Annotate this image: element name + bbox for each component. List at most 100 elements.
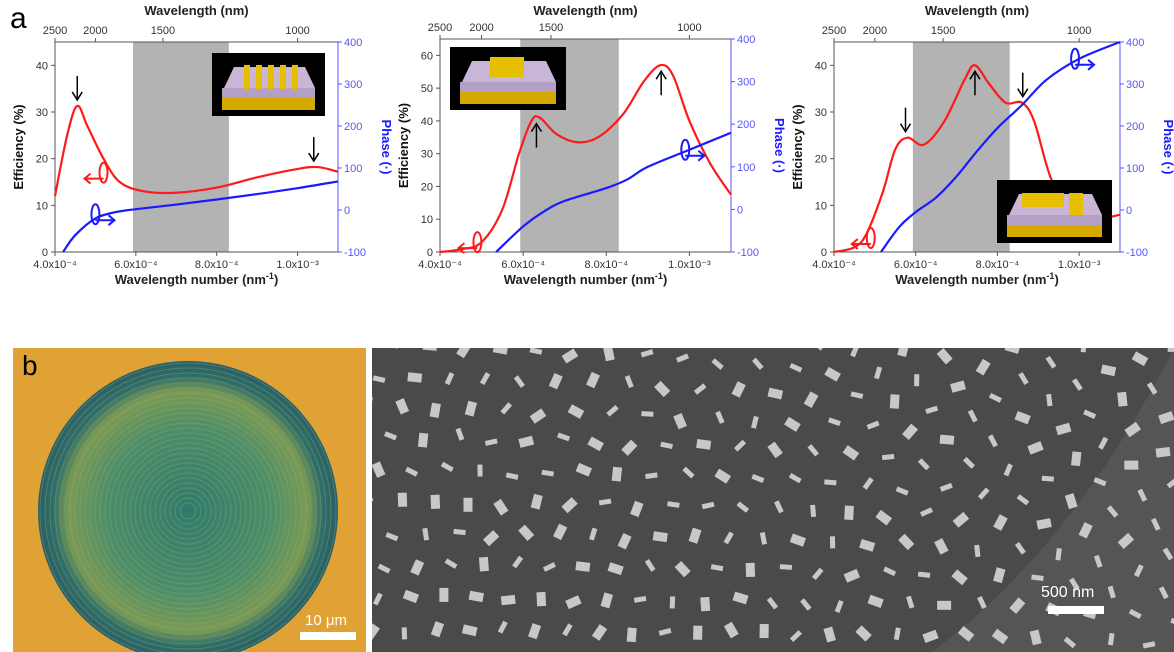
nanostructure <box>751 474 765 483</box>
x-tick-label: 1.0x10⁻³ <box>1058 259 1101 271</box>
nanostructure <box>1158 586 1169 600</box>
y-tick-label: 30 <box>815 107 827 119</box>
nanostructure <box>789 630 802 643</box>
nanostructure <box>723 621 739 639</box>
nanostructure <box>700 596 711 612</box>
zone-ring <box>154 477 222 545</box>
x-tick-label: 1.0x10⁻³ <box>276 259 319 271</box>
nanostructure <box>710 564 724 572</box>
arrowhead-icon <box>456 242 466 254</box>
top-axis-title: Wavelength (nm) <box>144 3 248 18</box>
zone-ring <box>179 502 197 520</box>
nanostructure <box>922 629 939 643</box>
nanostructure <box>862 477 874 490</box>
nanostructure <box>500 594 516 606</box>
x-tick-label: 4.0x10⁻⁴ <box>33 259 77 271</box>
nanostructure <box>1124 460 1139 470</box>
nanostructure <box>1166 477 1174 489</box>
y-tick-label: 0 <box>427 247 433 259</box>
nanostructure <box>407 372 423 383</box>
nanostructure <box>372 396 374 410</box>
phase-line <box>495 131 732 253</box>
x-axis-title-close: ) <box>274 272 278 287</box>
nanostructure <box>624 375 634 389</box>
nanostructure <box>372 592 383 606</box>
y-axis-title: Efficiency (%) <box>790 104 805 189</box>
x-tick-label: 6.0x10⁻⁴ <box>501 259 545 271</box>
nanostructure <box>823 626 836 643</box>
nanostructure <box>497 620 508 634</box>
gold-nanorod <box>292 65 298 89</box>
dielectric-side <box>222 88 315 98</box>
optical-micrograph: 10 μm <box>13 348 366 652</box>
arrow-head <box>655 69 667 80</box>
nanostructure <box>461 624 478 637</box>
gold-substrate <box>460 92 556 104</box>
top-axis-title: Wavelength (nm) <box>925 3 1029 18</box>
nanostructure <box>478 556 489 572</box>
nanostructure <box>575 462 593 477</box>
zone-ring <box>64 387 312 635</box>
y2-tick-label: 200 <box>737 119 755 131</box>
nanostructure <box>455 427 465 441</box>
nanostructure <box>439 587 449 602</box>
y-tick-label: 20 <box>421 181 433 193</box>
zone-ring <box>59 382 317 640</box>
x-tick-label: 6.0x10⁻⁴ <box>894 259 938 271</box>
x-axis-title-close: ) <box>663 272 667 287</box>
nanostructure <box>897 348 910 358</box>
nanostructure <box>464 400 478 417</box>
nanostructure <box>542 562 556 572</box>
nanostructure <box>633 595 647 603</box>
zone-ring <box>44 367 332 652</box>
y2-tick-label: 0 <box>344 205 350 217</box>
nanostructure <box>693 383 707 395</box>
gold-patch-small <box>1069 193 1083 215</box>
nanostructure <box>895 486 909 496</box>
nanostructure <box>536 591 547 607</box>
nanostructure <box>1046 393 1053 407</box>
nanostructure <box>1093 477 1107 487</box>
nanostructure <box>714 468 732 484</box>
nanostructure <box>430 494 441 509</box>
zone-ring <box>124 447 252 575</box>
metalens-disc-image <box>38 361 338 652</box>
structure-inset-grating <box>212 53 325 116</box>
nanostructure <box>444 372 455 386</box>
nanostructure <box>701 501 715 510</box>
nanostructure <box>513 375 525 388</box>
nanostructure <box>977 487 990 500</box>
nanostructure <box>587 436 604 452</box>
nanostructure <box>482 530 500 547</box>
nanostructure <box>654 380 671 398</box>
y2-tick-label: -100 <box>344 247 366 259</box>
nanostructure <box>1128 608 1142 619</box>
arrow-head <box>899 123 912 134</box>
phase-axis-indicator <box>680 138 706 162</box>
nanostructure <box>1064 493 1078 510</box>
y-tick-label: 30 <box>421 149 433 161</box>
gold-patch <box>490 57 524 77</box>
loop-icon <box>865 227 876 249</box>
dielectric-side <box>1007 215 1102 225</box>
arrow-head <box>969 69 981 80</box>
sem-scalebar <box>1048 606 1104 614</box>
nanostructure <box>824 366 841 382</box>
nanostructure <box>640 349 654 358</box>
nanostructure <box>682 466 695 479</box>
nanostructure <box>617 533 632 550</box>
x-axis-title-sup: -1 <box>1046 271 1054 281</box>
nanostructure <box>731 381 746 398</box>
nanostructure <box>530 493 543 510</box>
y-tick-label: 40 <box>36 60 48 72</box>
dielectric-side <box>460 82 556 92</box>
nanostructure <box>493 498 509 516</box>
nanostructure <box>688 527 702 544</box>
zone-ring <box>54 377 322 645</box>
nanostructure <box>889 394 900 409</box>
nanostructure <box>557 432 571 442</box>
nanostructure <box>1142 641 1156 649</box>
zone-ring <box>149 472 227 550</box>
nanostructure <box>430 621 445 638</box>
